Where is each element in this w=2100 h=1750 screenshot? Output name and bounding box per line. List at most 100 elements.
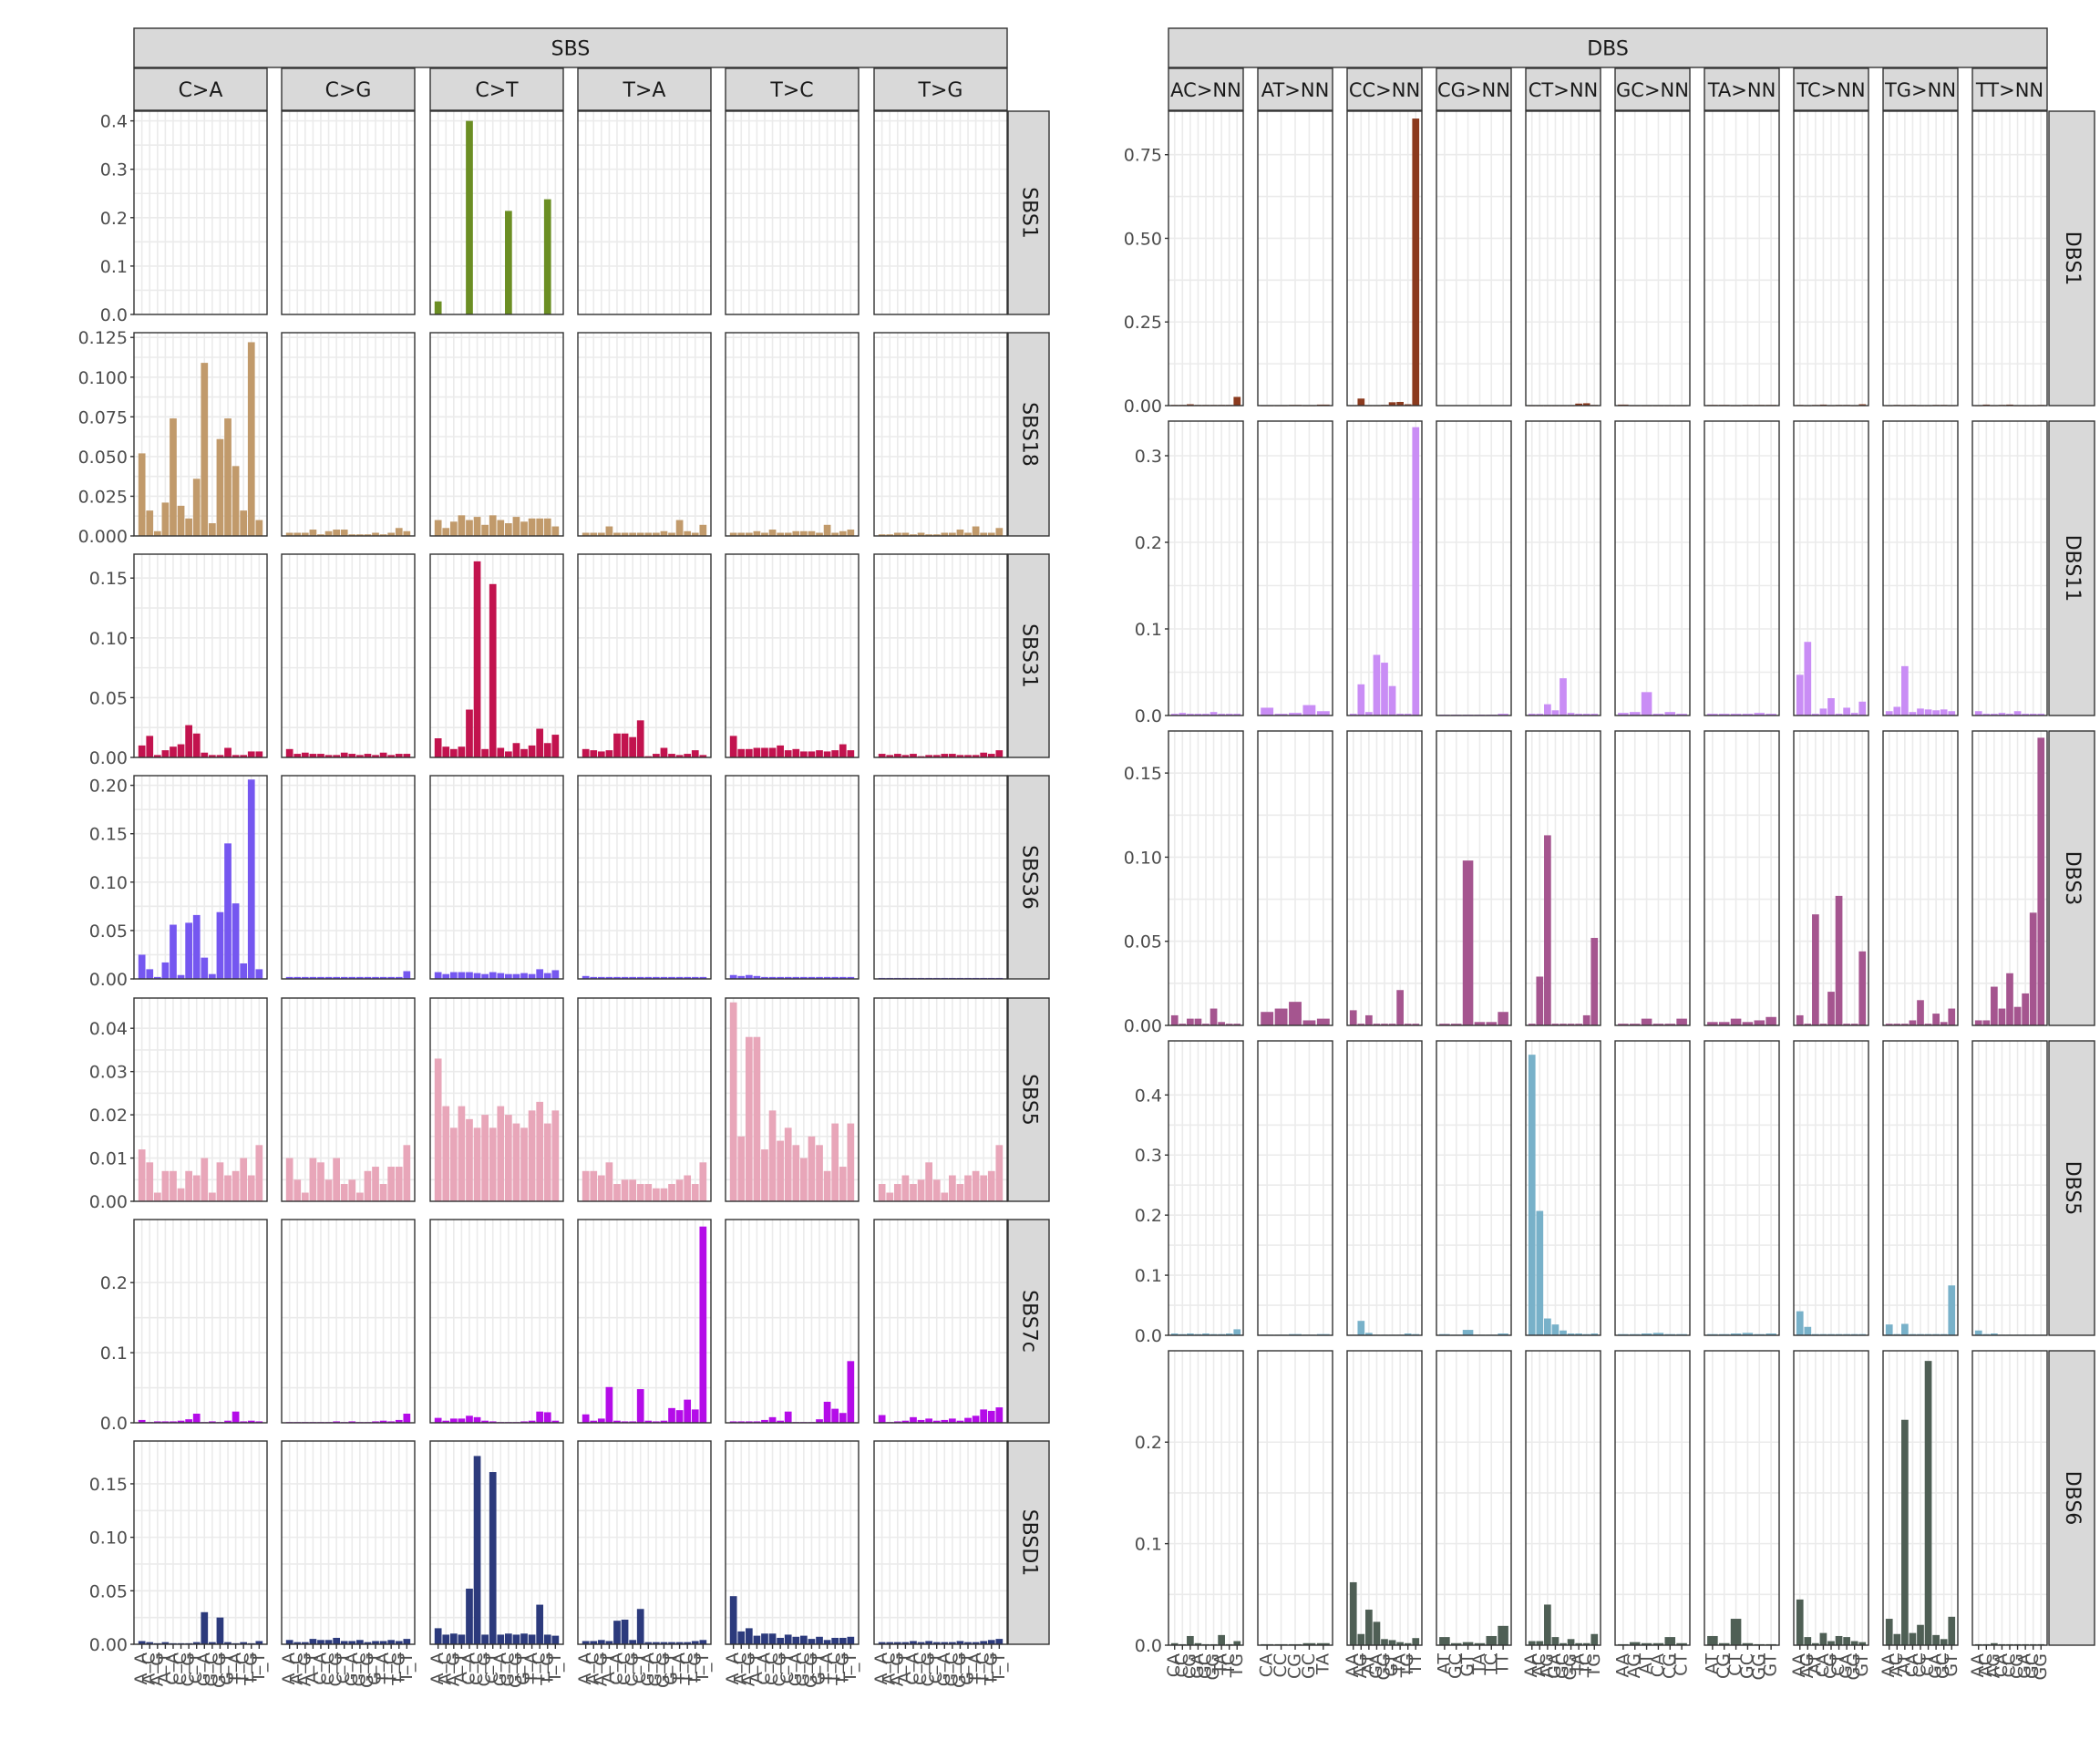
bar [1796, 674, 1804, 715]
bar [1357, 1321, 1365, 1335]
bar [831, 1408, 839, 1423]
bar [956, 1420, 964, 1423]
y-tick-label: 0.1 [1135, 1266, 1162, 1286]
bar [512, 1123, 520, 1201]
x-tick-label: GA [1545, 1653, 1565, 1679]
panel-background [282, 1441, 415, 1644]
bar [551, 735, 560, 757]
bar [285, 748, 293, 757]
bar [932, 534, 941, 536]
panel-dbs11-tc-nn [1793, 420, 1869, 716]
bar [949, 532, 956, 536]
x-tick-label: TA [1390, 1653, 1410, 1675]
bar [629, 1640, 636, 1644]
panel-sbs36-c-g [281, 775, 416, 980]
column-strip-label: C>A [179, 79, 223, 102]
panel-dbs1-ac-nn [1168, 110, 1244, 407]
bar [816, 532, 823, 536]
bar [1396, 1642, 1404, 1645]
x-tick-label: G_T [218, 1652, 238, 1685]
panel-background [874, 1220, 1007, 1423]
bar [1652, 1024, 1664, 1025]
bar [1560, 1642, 1567, 1645]
bar [192, 914, 201, 979]
panel-border [429, 997, 564, 1202]
panel-border [577, 332, 712, 537]
bar [1629, 1024, 1641, 1025]
bar [543, 1412, 551, 1423]
x-tick-label: G_A [342, 1652, 362, 1686]
bar [201, 363, 209, 536]
bar [1991, 1333, 1998, 1335]
bar [1404, 1024, 1412, 1025]
bar [1233, 396, 1241, 406]
bar [590, 1641, 598, 1644]
bar [333, 1637, 340, 1644]
row-strip-label: DBS5 [2061, 1161, 2084, 1216]
x-tick-label: A_C [731, 1652, 751, 1685]
bar [449, 1127, 458, 1201]
bar [1233, 714, 1241, 715]
bar [675, 1410, 684, 1423]
bar [1551, 1637, 1560, 1645]
bar [387, 976, 396, 979]
panel-dbs11-ac-nn [1168, 420, 1244, 716]
x-tick-label: C_G [919, 1652, 939, 1687]
bar [1629, 712, 1641, 715]
bar [232, 755, 240, 757]
y-tick-label: 0.03 [89, 1063, 128, 1083]
bar [434, 972, 442, 979]
bar [761, 1633, 768, 1644]
bar [901, 1420, 910, 1423]
bar [910, 1416, 917, 1423]
bar [1187, 404, 1194, 406]
row-strip [1007, 553, 1050, 758]
bar [505, 973, 512, 979]
panel-dbs6-gc-nn [1614, 1350, 1691, 1646]
panel-sbs31-t-c [725, 553, 860, 758]
bar [201, 957, 209, 979]
bar [777, 532, 784, 536]
row-strip-label: SBS5 [1018, 1074, 1041, 1126]
x-tick-label: C_A [162, 1652, 182, 1685]
bar [980, 532, 988, 536]
bar [1742, 714, 1754, 715]
bar [224, 747, 232, 757]
bar [792, 530, 800, 536]
y-tick-label: 0.1 [100, 257, 128, 277]
panel-border [1168, 730, 1244, 1026]
panel-border [725, 775, 860, 980]
bar [1932, 1014, 1940, 1025]
x-tick-label: GC [1299, 1653, 1319, 1679]
bar [1412, 118, 1420, 406]
bar [434, 738, 442, 757]
bar [737, 748, 746, 757]
bar [153, 976, 161, 979]
panel-border [1346, 110, 1423, 407]
panel-background [430, 1441, 563, 1644]
bar [1528, 1024, 1536, 1025]
panel-dbs1-cg-nn [1436, 110, 1512, 407]
x-tick-label: A_T [599, 1652, 619, 1683]
bar [784, 1411, 792, 1423]
x-tick-label: CT [1828, 1653, 1848, 1676]
bar [333, 530, 340, 536]
bar [582, 1170, 590, 1201]
bar [972, 755, 980, 757]
panel-background [1615, 731, 1690, 1025]
bar [232, 903, 240, 979]
bar [2022, 714, 2029, 715]
x-tick-label: TG [1227, 1653, 1247, 1678]
bar [1462, 1642, 1474, 1645]
bar [247, 342, 255, 536]
x-tick-label: GT [1941, 1653, 1961, 1677]
bar [458, 515, 466, 536]
bar [831, 750, 839, 757]
bar [309, 530, 317, 536]
bar [1357, 398, 1365, 406]
bar [497, 1106, 505, 1201]
x-tick-label: A_A [723, 1652, 743, 1685]
panel-border [1704, 110, 1780, 407]
bar [644, 1184, 653, 1201]
panel-border [873, 1440, 1008, 1645]
